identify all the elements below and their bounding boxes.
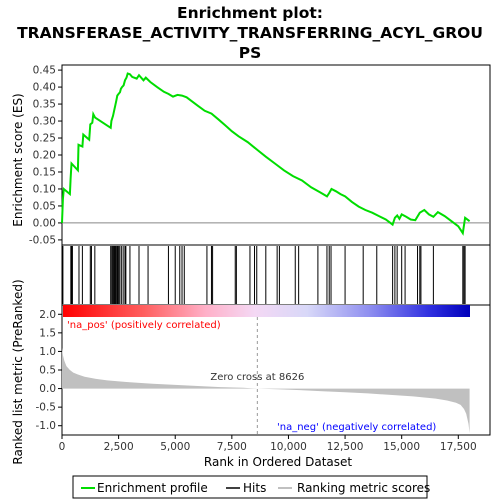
x-tick-label: 2,500	[104, 441, 134, 453]
legend-hits-label: Hits	[243, 481, 266, 495]
x-tick-label: 17,500	[440, 441, 477, 453]
legend-box	[72, 475, 428, 499]
rm-y-tick-label: 2.0	[39, 309, 56, 321]
ranking-metric-area	[62, 347, 470, 434]
x-tick-label: 10,000	[270, 441, 307, 453]
rm-y-tick-label: 0.5	[39, 365, 56, 377]
rank-x-axis-label: Rank in Ordered Dataset	[204, 455, 352, 469]
es-y-tick-label: 0.35	[33, 99, 56, 111]
rank-color-bar	[63, 305, 470, 317]
rm-y-tick-label: -1.0	[36, 420, 57, 432]
enrichment-plot-frame	[61, 64, 491, 246]
zero-cross-label: Zero cross at 8626	[210, 372, 304, 383]
es-y-tick-label: 0.40	[33, 82, 56, 94]
es-y-axis-label: Enrichment score (ES)	[11, 93, 25, 226]
ranked-metric-y-axis: -1.0 -0.5 0.0 0.5 1.0 1.5 2.0	[36, 309, 62, 432]
chart-title-line-2: TRANSFERASE_ACTIVITY_TRANSFERRING_ACYL_G…	[17, 24, 483, 42]
ranked-metric-y-axis-label: Ranked list metric (PreRanked)	[11, 279, 25, 464]
x-tick-label: 12,500	[327, 441, 364, 453]
legend-ranking-label: Ranking metric scores	[297, 481, 430, 495]
legend-enrichment-label: Enrichment profile	[97, 481, 208, 495]
es-y-tick-label: 0.25	[33, 133, 56, 145]
es-y-axis: -0.05 0.00 0.05 0.10 0.15 0.20 0.25 0.30 0.35 0.4…	[29, 65, 62, 246]
es-y-tick-label: 0.10	[33, 183, 56, 195]
chart-title-line-1: Enrichment plot:	[177, 4, 323, 22]
x-tick-label: 0	[59, 441, 66, 453]
rm-y-tick-label: 1.0	[39, 346, 56, 358]
chart-title-line-3: PS	[239, 44, 262, 62]
es-y-tick-label: 0.45	[33, 65, 56, 77]
es-y-tick-label: 0.20	[33, 150, 56, 162]
x-tick-label: 15,000	[383, 441, 420, 453]
es-y-tick-label: 0.00	[33, 217, 56, 229]
rm-y-tick-label: -0.5	[36, 402, 57, 414]
rank-x-axis: 0 2,500 5,000 7,500 10,000 12,500 15,000 17,500	[59, 435, 477, 453]
es-y-tick-label: 0.15	[33, 166, 56, 178]
rm-y-tick-label: 1.5	[39, 327, 56, 339]
es-y-tick-label: 0.30	[33, 116, 56, 128]
hit-markers	[61, 246, 466, 304]
rm-y-tick-label: 0.0	[39, 383, 56, 395]
enrichment-profile-line	[61, 72, 471, 236]
ranked-metric-frame	[61, 304, 491, 436]
x-tick-label: 5,000	[160, 441, 190, 453]
x-tick-label: 7,500	[217, 441, 247, 453]
positive-correlation-label: 'na_pos' (positively correlated)	[67, 320, 221, 331]
hits-panel-frame	[61, 244, 491, 306]
es-y-tick-label: -0.05	[29, 234, 56, 246]
negative-correlation-label: 'na_neg' (negatively correlated)	[277, 422, 436, 433]
es-y-tick-label: 0.05	[33, 200, 56, 212]
